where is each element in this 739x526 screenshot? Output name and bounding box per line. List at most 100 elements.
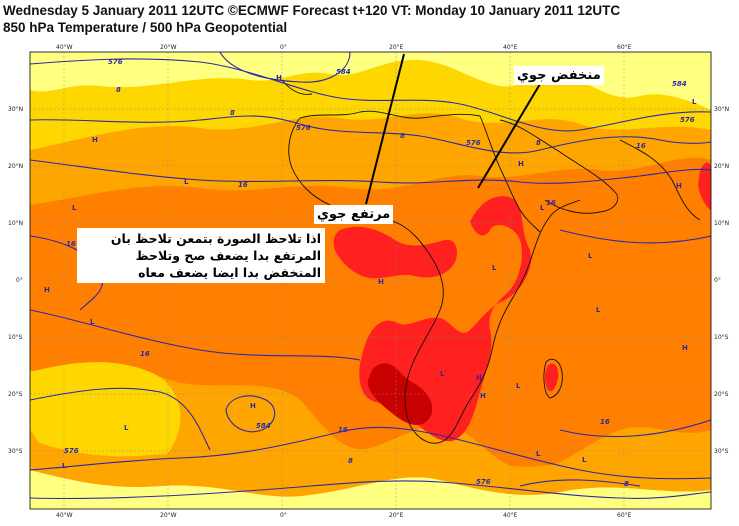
contour-label: 584	[336, 68, 351, 76]
tick-label: 60°E	[617, 512, 632, 519]
tick-label: 60°E	[617, 44, 632, 51]
tick-label: 20°E	[389, 512, 404, 519]
title-line-1: Wednesday 5 January 2011 12UTC ©ECMWF Fo…	[3, 3, 621, 18]
tick-label: 40°E	[503, 44, 518, 51]
pressure-mark: L	[536, 450, 541, 458]
arrow-to-low	[477, 83, 541, 189]
map-frame	[29, 51, 712, 510]
tick-label: 30°N	[714, 106, 729, 113]
pressure-mark: L	[588, 252, 593, 260]
contour-label: 16	[338, 426, 348, 434]
contour-label: 16	[636, 142, 646, 150]
pressure-mark: L	[692, 98, 697, 106]
pressure-mark: L	[72, 204, 77, 212]
pressure-mark: H	[476, 374, 482, 382]
coast-madagascar	[543, 358, 563, 399]
pressure-mark: H	[518, 160, 524, 168]
contour-label: 8	[348, 457, 353, 465]
tick-label: 20°E	[389, 44, 404, 51]
contour-label: 8	[116, 86, 121, 94]
tick-label: 20°W	[160, 512, 177, 519]
tick-label: 30°S	[714, 448, 729, 455]
note-line-3: المنخفض بدا ايضا يضعف معاه	[138, 265, 321, 280]
temp-band-warm-west	[333, 226, 457, 279]
pressure-mark: L	[596, 306, 601, 314]
pressure-mark: L	[184, 178, 189, 186]
coast-india	[619, 139, 701, 221]
tick-label: 30°S	[8, 448, 23, 455]
pressure-mark: L	[124, 424, 129, 432]
coast-arabia	[499, 119, 619, 214]
pressure-mark: L	[492, 264, 497, 272]
tick-label: 20°S	[714, 391, 729, 398]
contour-label: 576	[296, 124, 311, 132]
contour-label: 8	[624, 480, 629, 488]
forecast-title: Wednesday 5 January 2011 12UTC ©ECMWF Fo…	[3, 2, 620, 36]
contour-label: 576	[466, 139, 481, 147]
tick-label: 10°N	[714, 220, 729, 227]
axis-bottom: 40°W 20°W 0° 20°E 40°E 60°E	[56, 512, 632, 519]
annotation-note: اذا تلاحظ الصورة بتمعن تلاحظ بان المرتفع…	[77, 228, 325, 283]
tick-label: 0°	[280, 512, 287, 519]
tick-label: 40°E	[503, 512, 518, 519]
contour-label: 576	[680, 116, 695, 124]
tick-label: 20°N	[714, 163, 729, 170]
temp-band-hot	[367, 363, 433, 425]
tick-label: 20°N	[8, 163, 23, 170]
tick-label: 0°	[280, 44, 287, 51]
coast-redsea	[479, 115, 541, 233]
contour-label: 8	[400, 132, 405, 140]
low-pressure-label: منخفض جوي	[514, 66, 604, 85]
contour-label: 16	[66, 240, 76, 248]
pressure-mark: H	[276, 74, 282, 82]
tick-label: 10°S	[8, 334, 23, 341]
tick-label: 0°	[16, 277, 23, 284]
coast-iberia	[281, 79, 313, 95]
tick-label: 40°W	[56, 512, 73, 519]
contour-label: 16	[600, 418, 610, 426]
axis-top: 40°W 20°W 0° 20°E 40°E 60°E	[56, 44, 632, 51]
contour-label-group: 576 584 576 576 8 8 8 16 16 16 16 16 8 5…	[64, 58, 695, 488]
pressure-mark: H	[378, 278, 384, 286]
contour-label: 584	[672, 80, 687, 88]
tick-label: 40°W	[56, 44, 73, 51]
tick-label: 0°	[714, 277, 721, 284]
temp-band-warm-madag	[545, 363, 559, 392]
tick-label: 10°S	[714, 334, 729, 341]
pressure-mark: L	[516, 382, 521, 390]
contour-label: 576	[476, 478, 491, 486]
tick-label: 30°N	[8, 106, 23, 113]
contour-label: 584	[256, 422, 271, 430]
temp-band-cool-south	[30, 470, 711, 509]
axis-right: 30°N 20°N 10°N 0° 10°S 20°S 30°S	[714, 106, 729, 455]
arrow-to-high	[365, 53, 405, 205]
pressure-mark: H	[44, 286, 50, 294]
pressure-mark: L	[540, 204, 545, 212]
note-line-2: المرتفع بدا يضعف صح وتلاحظ	[135, 248, 321, 263]
title-line-2: 850 hPa Temperature / 500 hPa Geopotenti…	[3, 20, 288, 35]
pressure-mark: H	[250, 402, 256, 410]
annotation-arrows	[365, 53, 541, 205]
pressure-mark: L	[582, 456, 587, 464]
contours	[30, 52, 711, 500]
pressure-mark: L	[62, 462, 67, 470]
contour-label: 16	[546, 199, 556, 207]
pressure-mark: H	[676, 182, 682, 190]
pressure-centres: H H L L H L H L L L L H H L L H L L H L …	[44, 74, 697, 470]
contour-label: 8	[536, 139, 541, 147]
coast-med	[299, 110, 481, 119]
pressure-mark: L	[440, 370, 445, 378]
high-pressure-label: مرتفع جوي	[314, 205, 394, 224]
pressure-mark: H	[92, 136, 98, 144]
contour-label: 576	[64, 447, 79, 455]
temp-band-warm-east	[698, 162, 711, 210]
contour-label: 16	[238, 181, 248, 189]
note-line-1: اذا تلاحظ الصورة بتمعن تلاحظ بان	[110, 231, 321, 246]
tick-label: 20°W	[160, 44, 177, 51]
pressure-mark: H	[682, 344, 688, 352]
contour-label: 576	[108, 58, 123, 66]
contour-label: 16	[140, 350, 150, 358]
axis-left: 30°N 20°N 10°N 0° 10°S 20°S 30°S	[8, 106, 23, 455]
contour-label: 8	[230, 109, 235, 117]
